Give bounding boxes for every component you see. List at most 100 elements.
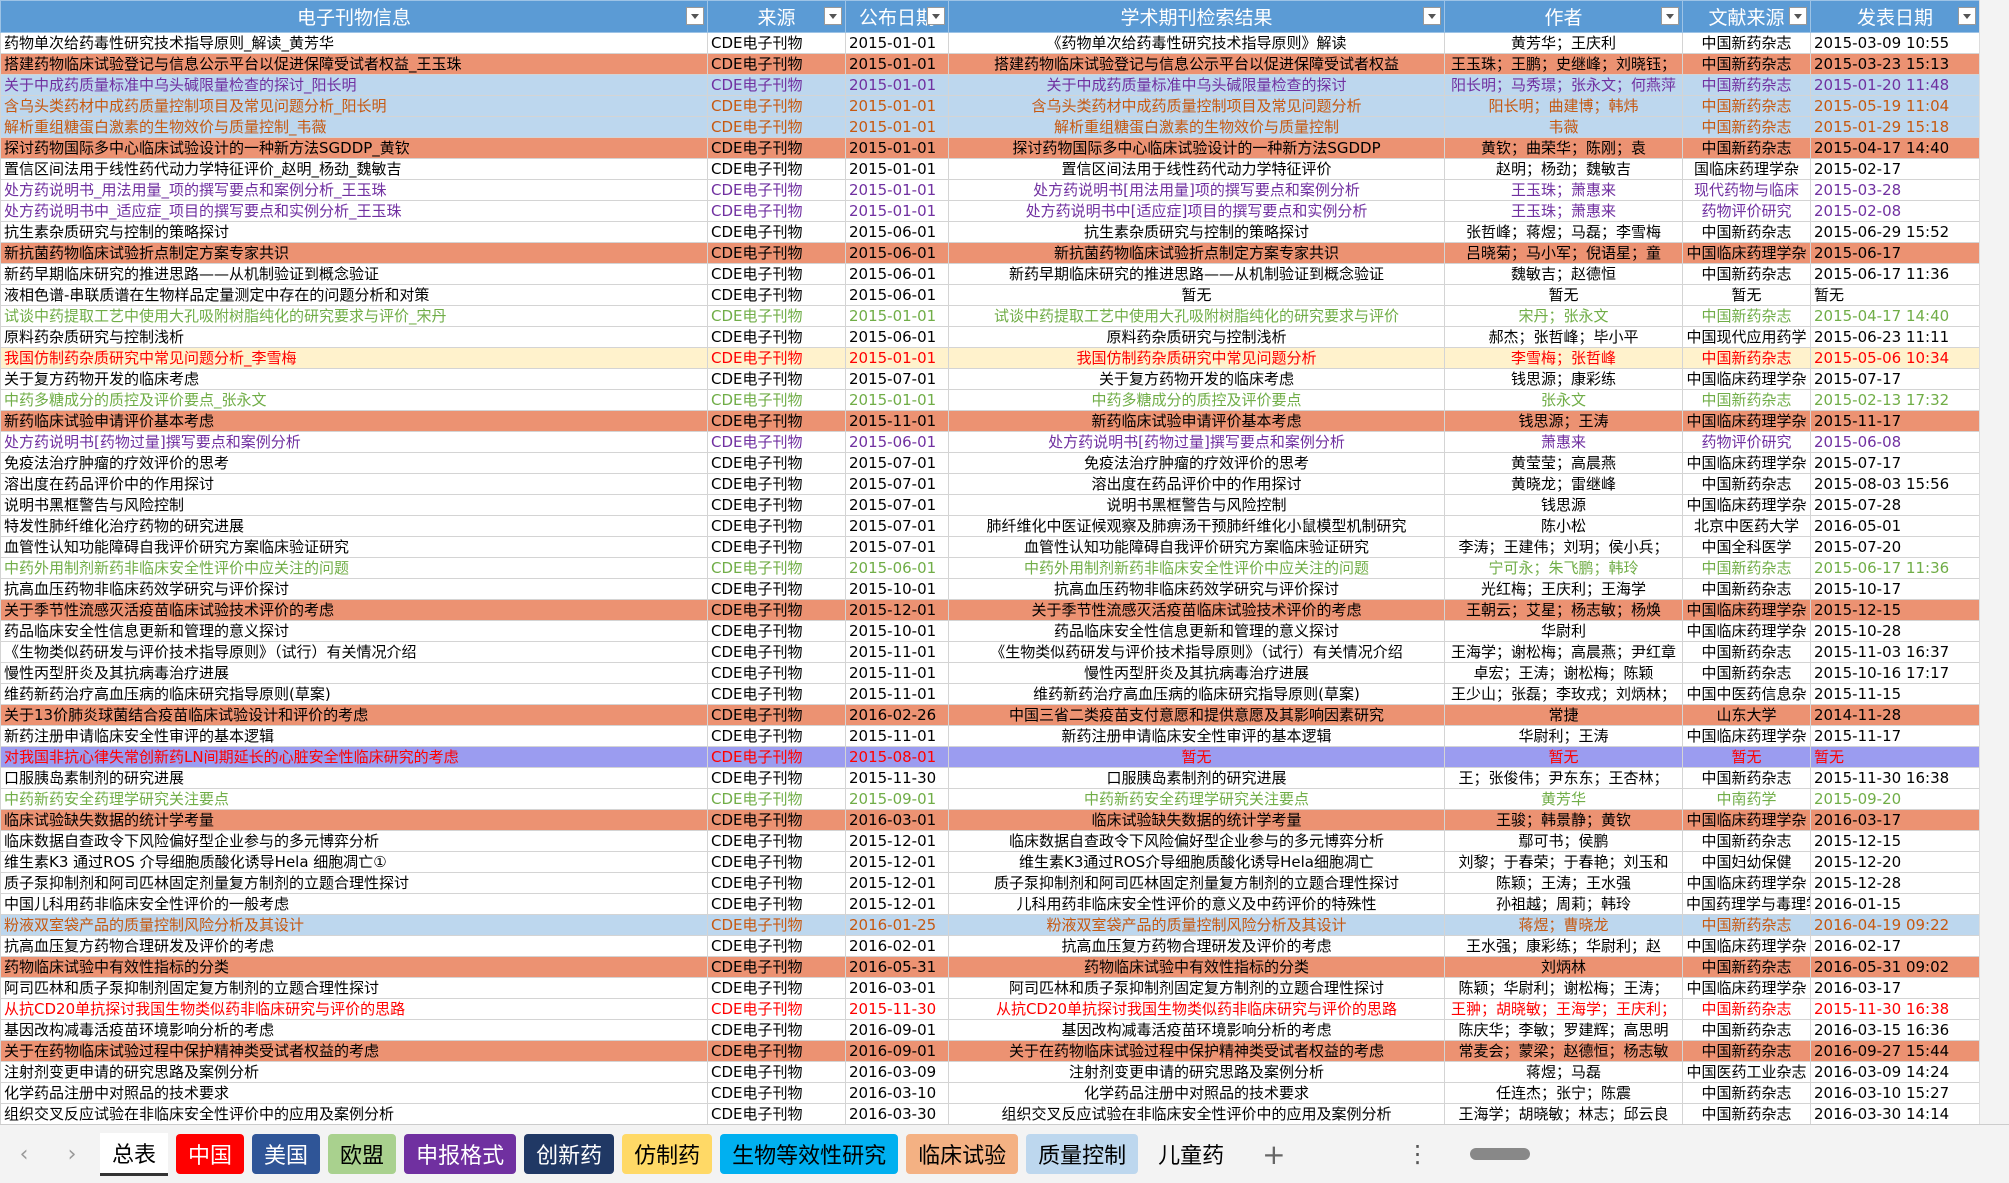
- cell[interactable]: 维药新药治疗高血压病的临床研究指导原则(草案): [948, 683, 1445, 705]
- cell[interactable]: 2015-12-01: [845, 851, 949, 873]
- cell[interactable]: CDE电子刊物: [707, 641, 846, 663]
- cell[interactable]: 2015-08-01: [845, 746, 949, 768]
- cell[interactable]: 粉液双室袋产品的质量控制风险分析及其设计: [948, 914, 1445, 936]
- cell[interactable]: 中国三省二类疫苗支付意愿和提供意愿及其影响因素研究: [948, 704, 1445, 726]
- cell[interactable]: 山东大学: [1682, 704, 1811, 726]
- cell[interactable]: 2015-11-15: [1810, 683, 1979, 705]
- cell[interactable]: 免疫法治疗肿瘤的疗效评价的思考: [0, 452, 708, 474]
- cell[interactable]: 暂无: [1444, 746, 1683, 768]
- cell[interactable]: 华尉利；王涛: [1444, 725, 1683, 747]
- cell[interactable]: 中国新药杂志: [1682, 956, 1811, 978]
- cell[interactable]: 中国中医药信息杂: [1682, 683, 1811, 705]
- cell[interactable]: 新抗菌药物临床试验折点制定方案专家共识: [0, 242, 708, 264]
- cell[interactable]: 新抗菌药物临床试验折点制定方案专家共识: [948, 242, 1445, 264]
- cell[interactable]: 中国新药杂志: [1682, 473, 1811, 495]
- cell[interactable]: 2015-06-01: [845, 263, 949, 285]
- cell[interactable]: 2015-09-20: [1810, 788, 1979, 810]
- cell[interactable]: CDE电子刊物: [707, 431, 846, 453]
- cell[interactable]: 魏敏吉；赵德恒: [1444, 263, 1683, 285]
- cell[interactable]: 2016-03-01: [845, 809, 949, 831]
- cell[interactable]: 溶出度在药品评价中的作用探讨: [948, 473, 1445, 495]
- cell[interactable]: 组织交叉反应试验在非临床安全性评价中的应用及案例分析: [948, 1103, 1445, 1124]
- cell[interactable]: 药品临床安全性信息更新和管理的意义探讨: [948, 620, 1445, 642]
- cell[interactable]: 关于13价肺炎球菌结合疫苗临床试验设计和评价的考虑: [0, 704, 708, 726]
- cell[interactable]: 2016-03-15 16:36: [1810, 1019, 1979, 1041]
- cell[interactable]: 2015-11-30 16:38: [1810, 998, 1979, 1020]
- cell[interactable]: CDE电子刊物: [707, 914, 846, 936]
- cell[interactable]: 2015-07-20: [1810, 536, 1979, 558]
- cell[interactable]: CDE电子刊物: [707, 1082, 846, 1104]
- cell[interactable]: 2015-07-01: [845, 368, 949, 390]
- cell[interactable]: 《药物单次给药毒性研究技术指导原则》解读: [948, 32, 1445, 54]
- cell[interactable]: CDE电子刊物: [707, 368, 846, 390]
- cell[interactable]: 口服胰岛素制剂的研究进展: [948, 767, 1445, 789]
- cell[interactable]: 王朝云；艾星；杨志敏；杨焕: [1444, 599, 1683, 621]
- cell[interactable]: 药物临床试验中有效性指标的分类: [948, 956, 1445, 978]
- sheet-tab[interactable]: 生物等效性研究: [720, 1134, 899, 1174]
- cell[interactable]: 中国新药杂志: [1682, 1040, 1811, 1062]
- cell[interactable]: CDE电子刊物: [707, 221, 846, 243]
- cell[interactable]: 张永文: [1444, 389, 1683, 411]
- cell[interactable]: 新药临床试验申请评价基本考虑: [948, 410, 1445, 432]
- cell[interactable]: 2015-05-19 11:04: [1810, 95, 1979, 117]
- sheet-tab[interactable]: 申报格式: [404, 1134, 517, 1174]
- cell[interactable]: 我国仿制药杂质研究中常见问题分析: [948, 347, 1445, 369]
- cell[interactable]: CDE电子刊物: [707, 74, 846, 96]
- cell[interactable]: 中国新药杂志: [1682, 389, 1811, 411]
- cell[interactable]: 2016-03-09 14:24: [1810, 1061, 1979, 1083]
- cell[interactable]: 药物评价研究: [1682, 431, 1811, 453]
- cell[interactable]: 2015-10-01: [845, 620, 949, 642]
- cell[interactable]: 常麦会；蒙梁；赵德恒；杨志敏: [1444, 1040, 1683, 1062]
- cell[interactable]: 2016-09-01: [845, 1019, 949, 1041]
- cell[interactable]: 王玉珠；萧惠来: [1444, 179, 1683, 201]
- cell[interactable]: 钱思源；王涛: [1444, 410, 1683, 432]
- cell[interactable]: 2016-03-01: [845, 977, 949, 999]
- cell[interactable]: 关于在药物临床试验过程中保护精神类受试者权益的考虑: [948, 1040, 1445, 1062]
- cell[interactable]: 宋丹；张永文: [1444, 305, 1683, 327]
- filter-button[interactable]: [1661, 7, 1679, 25]
- sheet-tab[interactable]: 仿制药: [622, 1134, 713, 1174]
- cell[interactable]: 中国新药杂志: [1682, 53, 1811, 75]
- cell[interactable]: 抗生素杂质研究与控制的策略探讨: [0, 221, 708, 243]
- cell[interactable]: 中南药学: [1682, 788, 1811, 810]
- cell[interactable]: 2015-07-01: [845, 452, 949, 474]
- cell[interactable]: CDE电子刊物: [707, 1019, 846, 1041]
- cell[interactable]: 现代药物与临床: [1682, 179, 1811, 201]
- cell[interactable]: CDE电子刊物: [707, 599, 846, 621]
- cell[interactable]: 药物评价研究: [1682, 200, 1811, 222]
- cell[interactable]: CDE电子刊物: [707, 242, 846, 264]
- cell[interactable]: 2015-11-01: [845, 725, 949, 747]
- cell[interactable]: 处方药说明书_用法用量_项的撰写要点和案例分析_王玉珠: [0, 179, 708, 201]
- filter-button[interactable]: [927, 7, 945, 25]
- cell[interactable]: 2015-12-01: [845, 872, 949, 894]
- cell[interactable]: CDE电子刊物: [707, 977, 846, 999]
- cell[interactable]: 2016-03-10: [845, 1082, 949, 1104]
- cell[interactable]: 暂无: [1682, 746, 1811, 768]
- cell[interactable]: 2015-12-01: [845, 599, 949, 621]
- cell[interactable]: 国临床药理学杂: [1682, 158, 1811, 180]
- cell[interactable]: 《生物类似药研发与评价技术指导原则》（试行）有关情况介绍: [948, 641, 1445, 663]
- cell[interactable]: 2015-11-01: [845, 683, 949, 705]
- cell[interactable]: 溶出度在药品评价中的作用探讨: [0, 473, 708, 495]
- cell[interactable]: 处方药说明书[药物过量]撰写要点和案例分析: [948, 431, 1445, 453]
- cell[interactable]: 2015-07-01: [845, 515, 949, 537]
- cell[interactable]: 中国现代应用药学: [1682, 326, 1811, 348]
- cell[interactable]: 试谈中药提取工艺中使用大孔吸附树脂纯化的研究要求与评价: [948, 305, 1445, 327]
- cell[interactable]: 新药早期临床研究的推进思路——从机制验证到概念验证: [0, 263, 708, 285]
- cell[interactable]: 2015-11-30: [845, 998, 949, 1020]
- cell[interactable]: 陈小松: [1444, 515, 1683, 537]
- cell[interactable]: 置信区间法用于线性药代动力学特征评价: [948, 158, 1445, 180]
- vertical-scrollbar[interactable]: [1979, 0, 2009, 1124]
- cell[interactable]: CDE电子刊物: [707, 704, 846, 726]
- cell[interactable]: 说明书黑框警告与风险控制: [0, 494, 708, 516]
- cell[interactable]: 临床数据自查政令下风险偏好型企业参与的多元博弈分析: [0, 830, 708, 852]
- cell[interactable]: 中国临床药理学杂: [1682, 809, 1811, 831]
- cell[interactable]: CDE电子刊物: [707, 32, 846, 54]
- cell[interactable]: 中药多糖成分的质控及评价要点: [948, 389, 1445, 411]
- cell[interactable]: 基因改构减毒活疫苗环境影响分析的考虑: [948, 1019, 1445, 1041]
- cell[interactable]: 2015-03-23 15:13: [1810, 53, 1979, 75]
- cell[interactable]: 蒋煜；曹晓龙: [1444, 914, 1683, 936]
- cell[interactable]: 注射剂变更申请的研究思路及案例分析: [0, 1061, 708, 1083]
- cell[interactable]: 王翀；胡晓敏；王海学；王庆利；: [1444, 998, 1683, 1020]
- cell[interactable]: 中国新药杂志: [1682, 914, 1811, 936]
